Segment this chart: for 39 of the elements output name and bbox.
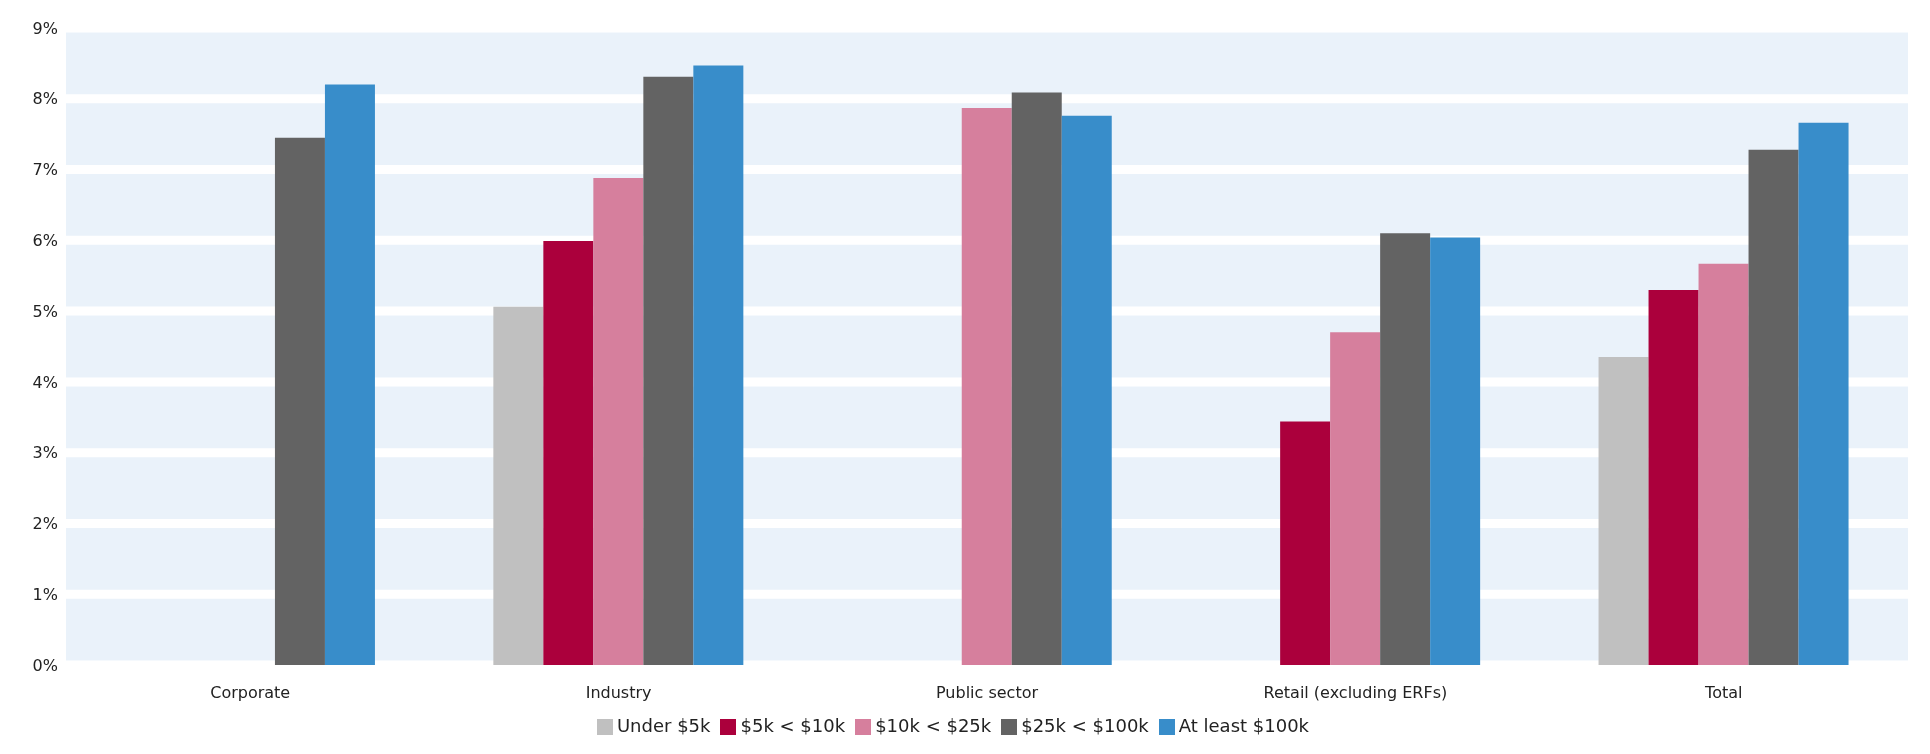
- legend-label: $25k < $100k: [1021, 715, 1149, 736]
- y-tick-label: 1%: [32, 584, 58, 604]
- x-tick-label: Total: [1704, 683, 1743, 703]
- bar: [1330, 332, 1381, 665]
- y-tick-label: 9%: [32, 18, 58, 38]
- bar: [1430, 237, 1481, 665]
- bar: [961, 107, 1012, 665]
- bar: [1798, 122, 1849, 665]
- bar: [324, 84, 375, 665]
- bar: [1748, 149, 1799, 665]
- bar: [493, 306, 544, 665]
- y-tick-label: 8%: [32, 89, 58, 109]
- y-tick-label: 6%: [32, 231, 58, 251]
- bar: [1061, 115, 1112, 665]
- bar: [543, 241, 594, 665]
- bar: [1011, 92, 1062, 665]
- bar: [593, 178, 644, 665]
- bar: [274, 137, 325, 665]
- y-tick-label: 3%: [32, 443, 58, 463]
- y-tick-label: 2%: [32, 514, 58, 534]
- legend-label: At least $100k: [1178, 715, 1310, 736]
- legend-label: Under $5k: [616, 715, 711, 736]
- bar: [1280, 421, 1331, 665]
- y-tick-label: 0%: [32, 655, 58, 675]
- bar: [1598, 357, 1649, 665]
- x-tick-label: Industry: [585, 683, 652, 703]
- bar: [1380, 233, 1431, 665]
- bar: [1648, 289, 1699, 665]
- y-tick-label: 5%: [32, 301, 58, 321]
- y-tick-label: 4%: [32, 372, 58, 392]
- bar: [643, 76, 694, 665]
- bar: [1698, 263, 1749, 665]
- legend-label: $10k < $25k: [875, 715, 992, 736]
- x-tick-label: Public sector: [935, 683, 1039, 703]
- y-tick-label: 7%: [32, 160, 58, 180]
- bar: [693, 65, 744, 665]
- x-tick-label: Retail (excluding ERFs): [1263, 683, 1448, 703]
- x-tick-label: Corporate: [210, 683, 291, 703]
- legend-label: $5k < $10k: [740, 715, 846, 736]
